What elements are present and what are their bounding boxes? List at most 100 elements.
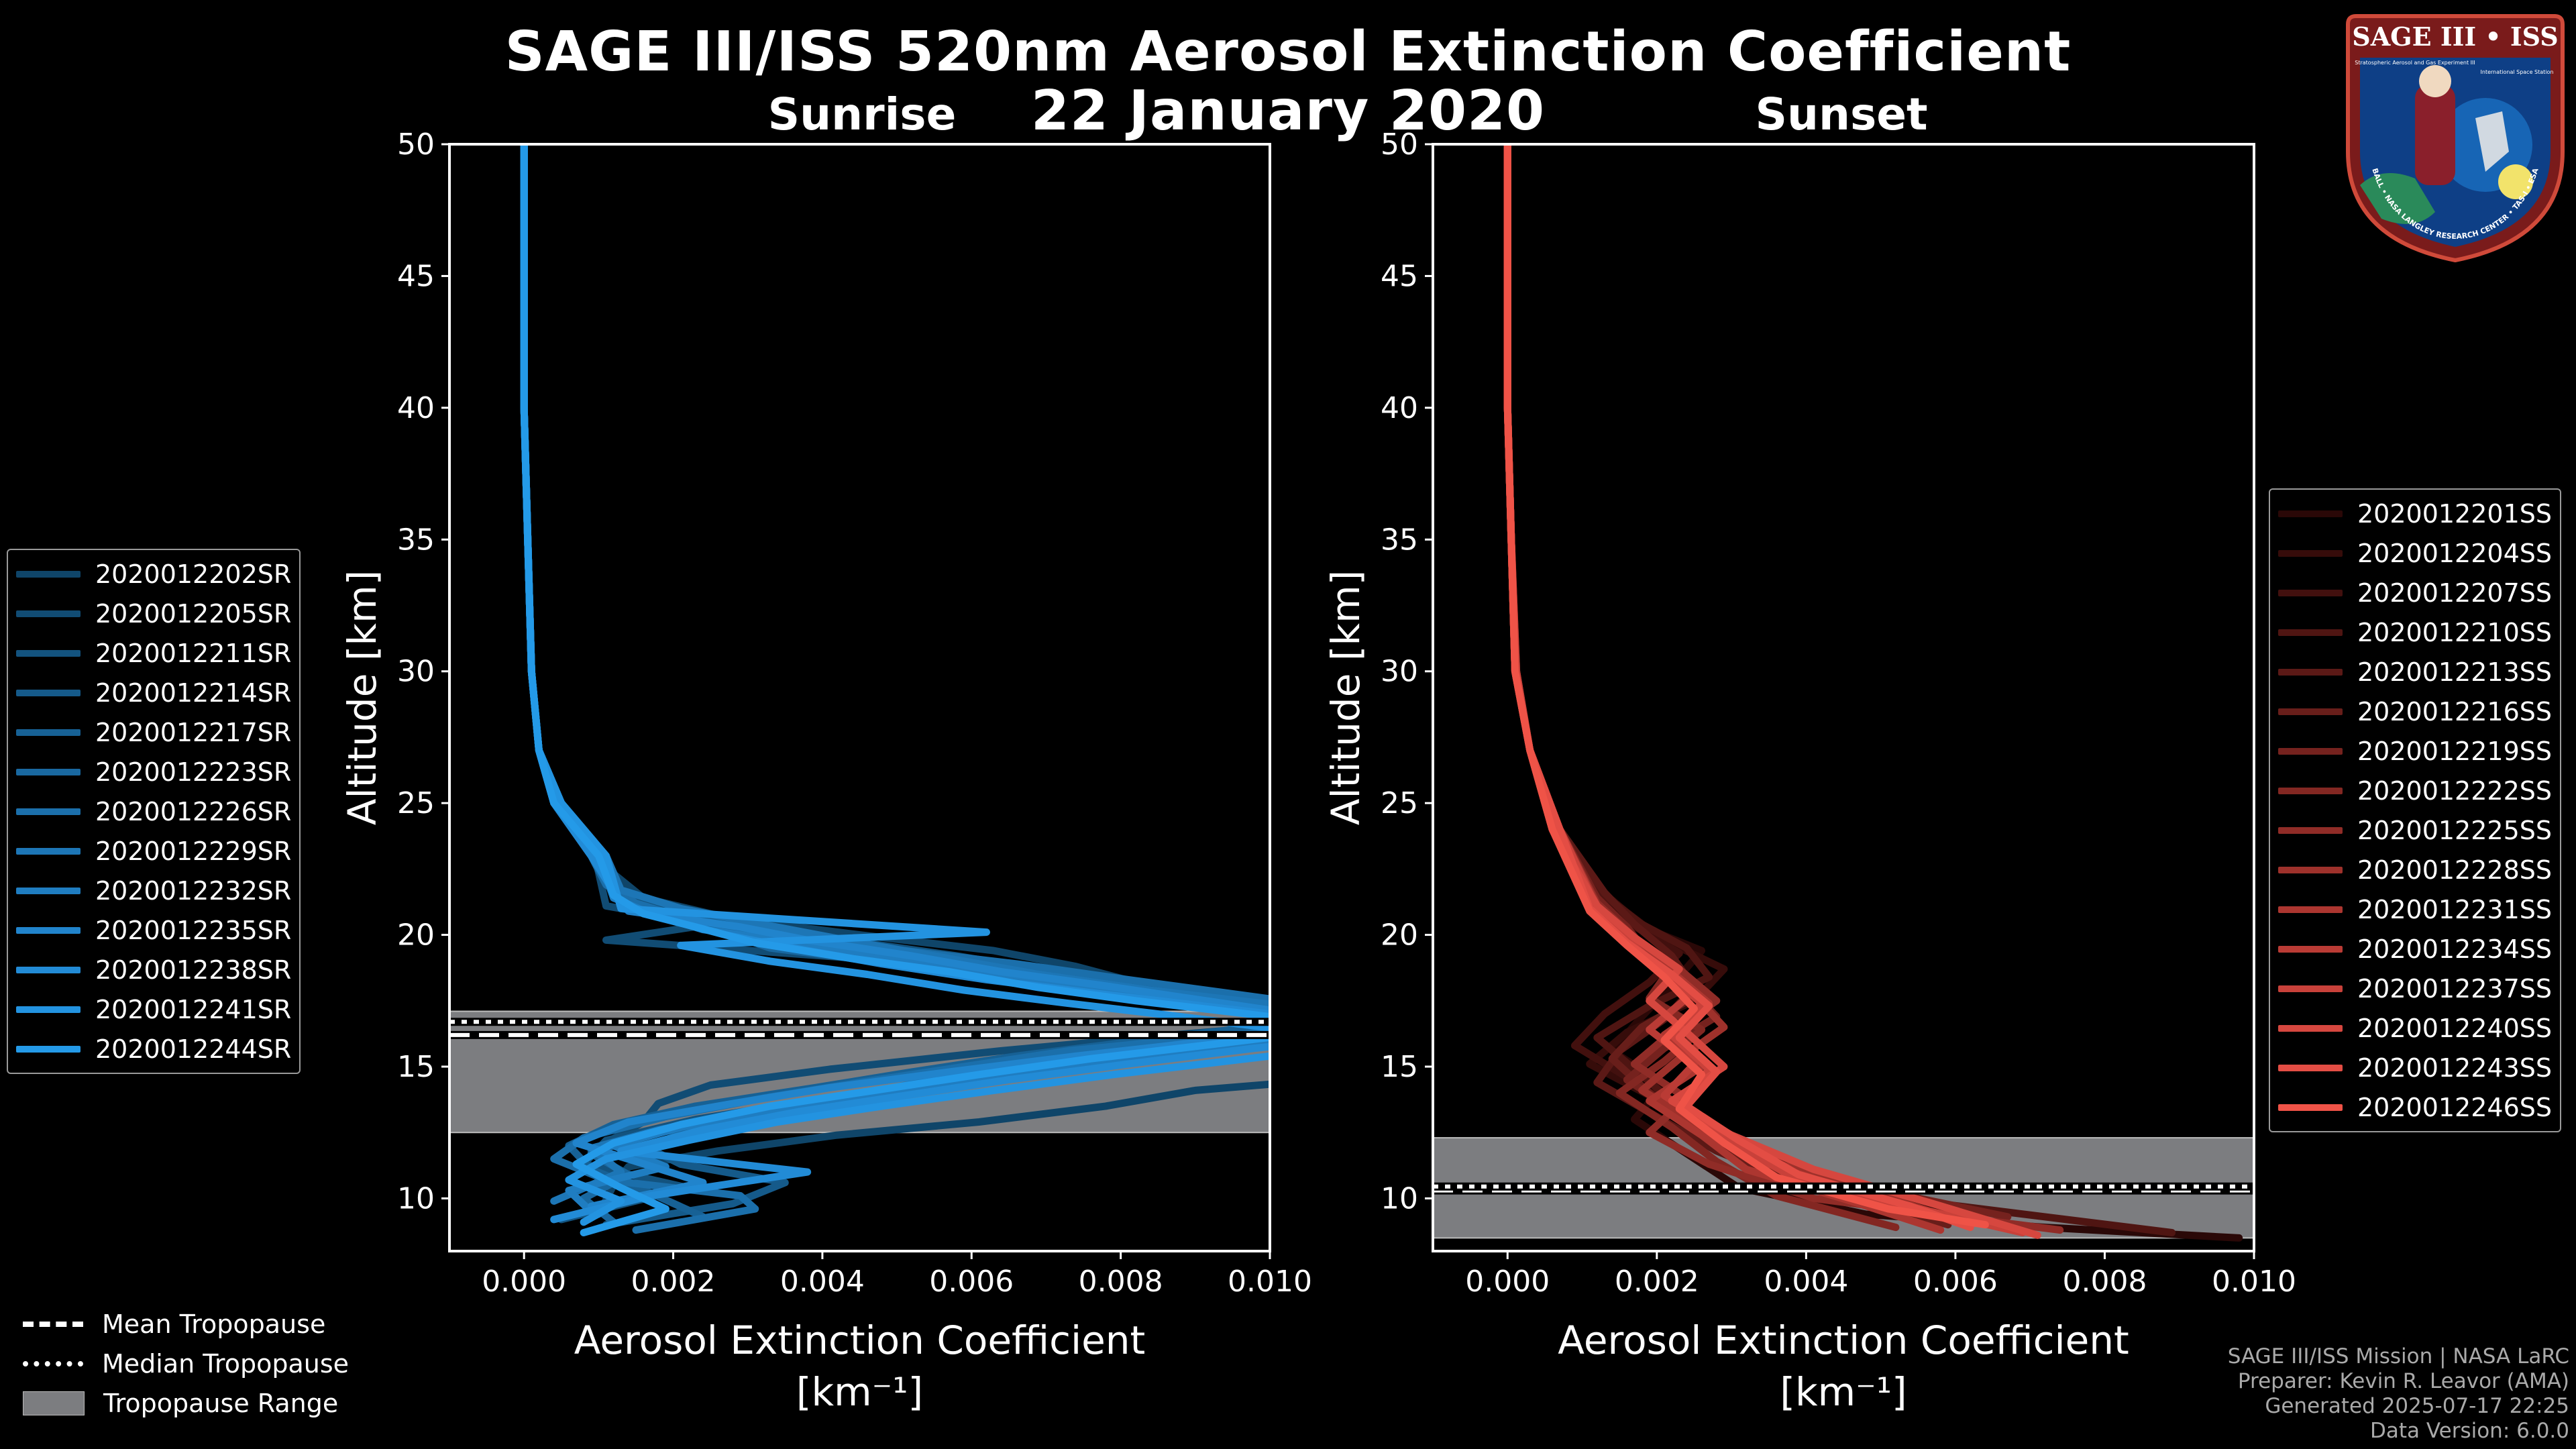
sunrise-legend-swatch (16, 1045, 80, 1053)
tropopause-legend-swatch (23, 1321, 83, 1327)
footer-credits: SAGE III/ISS Mission | NASA LaRC Prepare… (2228, 1344, 2569, 1444)
sunset-legend-item: 2020012234SS (2278, 929, 2552, 969)
sunrise-legend-swatch (16, 610, 80, 617)
sunset-xtick-label: 0.006 (1913, 1265, 1998, 1299)
sunset-legend-label: 2020012246SS (2357, 1092, 2553, 1122)
sunset-ytick-label: 15 (1381, 1050, 1418, 1084)
sunrise-legend-item: 2020012202SR (16, 554, 291, 594)
sunset-legend-swatch (2278, 945, 2343, 953)
sunrise-plot-area (449, 144, 1270, 1236)
logo-sub-text: Stratospheric Aerosol and Gas Experiment… (2355, 60, 2475, 66)
sunset-legend-label: 2020012225SS (2357, 815, 2553, 845)
sunset-legend-swatch (2278, 787, 2343, 794)
sunrise-legend-label: 2020012241SR (95, 994, 292, 1024)
sunrise-series-2020012244SR (520, 144, 1270, 1236)
footer-line-preparer: Preparer: Kevin R. Leavor (AMA) (2237, 1369, 2569, 1393)
sunset-legend-swatch (2278, 906, 2343, 913)
tropopause-legend: Mean Tropopause Median Tropopause Tropopau… (23, 1304, 349, 1423)
sunset-legend-swatch (2278, 826, 2343, 834)
sunrise-legend-swatch (16, 768, 80, 775)
sunrise-legend-swatch (16, 729, 80, 736)
sunset-legend-label: 2020012240SS (2357, 1013, 2553, 1043)
sunset-xlabel: Aerosol Extinction Coefficient (1558, 1318, 2129, 1363)
sunrise-ytick-label: 15 (397, 1050, 435, 1084)
sunset-legend-swatch (2278, 708, 2343, 715)
tropopause-legend-swatch (23, 1391, 85, 1415)
sunset-axes-frame (1432, 143, 2255, 1252)
sunset-legend-swatch (2278, 985, 2343, 992)
sunrise-legend-swatch (16, 926, 80, 934)
sunset-legend-item: 2020012246SS (2278, 1087, 2552, 1127)
tropopause-legend-item: Median Tropopause (23, 1344, 349, 1383)
sunset-ytick-label: 35 (1381, 523, 1418, 557)
sunrise-legend-item: 2020012217SR (16, 712, 291, 752)
sunset-legend-label: 2020012237SS (2357, 973, 2553, 1004)
sunrise-legend-item: 2020012229SR (16, 831, 291, 871)
sunset-legend-item: 2020012213SS (2278, 652, 2552, 692)
sunrise-legend-label: 2020012226SR (95, 796, 292, 826)
sunset-ylabel: Altitude [km] (1323, 570, 1368, 825)
sunrise-ytick-label: 10 (397, 1181, 435, 1216)
sunrise-legend-label: 2020012211SR (95, 638, 292, 668)
sunrise-ytick-label: 35 (397, 523, 435, 557)
sunrise-xtick-label: 0.004 (780, 1265, 865, 1299)
sunset-ytick-label: 40 (1381, 391, 1418, 425)
sunset-legend-item: 2020012237SS (2278, 969, 2552, 1008)
logo-title-text: SAGE III • ISS (2352, 21, 2558, 52)
sunrise-legend-item: 2020012226SR (16, 792, 291, 831)
sunset-legend-label: 2020012213SS (2357, 657, 2553, 687)
sunrise-legend-label: 2020012223SR (95, 757, 292, 787)
figure-title: SAGE III/ISS 520nm Aerosol Extinction Co… (504, 20, 2072, 84)
sunset-legend-label: 2020012210SS (2357, 617, 2553, 647)
sunset-series-2020012234SS (1503, 144, 2004, 1232)
sunset-legend-label: 2020012207SS (2357, 578, 2553, 608)
sunrise-legend-item: 2020012235SR (16, 910, 291, 950)
sunrise-legend-label: 2020012205SR (95, 598, 292, 629)
tropopause-legend-label: Tropopause Range (103, 1388, 339, 1418)
sunrise-legend-swatch (16, 847, 80, 855)
sunrise-legend-label: 2020012202SR (95, 559, 292, 589)
sunset-legend-label: 2020012222SS (2357, 775, 2553, 806)
sunset-xtick-label: 0.000 (1465, 1265, 1550, 1299)
sunset-ytick-label: 30 (1381, 655, 1418, 689)
sunset-panel-title: Sunset (1755, 89, 1928, 140)
tropopause-legend-label: Median Tropopause (102, 1348, 349, 1379)
sunrise-legend-item: 2020012238SR (16, 950, 291, 989)
sunset-legend-item: 2020012240SS (2278, 1008, 2552, 1048)
sunset-legend-swatch (2278, 1104, 2343, 1111)
sunset-legend-label: 2020012204SS (2357, 538, 2553, 568)
sunset-legend-swatch (2278, 589, 2343, 596)
sunrise-legend-label: 2020012232SR (95, 875, 292, 906)
sunset-legend-swatch (2278, 1024, 2343, 1032)
sunrise-ytick-label: 30 (397, 655, 435, 689)
tropopause-legend-swatch (23, 1360, 83, 1366)
sunrise-ytick-label: 45 (397, 259, 435, 293)
sunset-legend-swatch (2278, 629, 2343, 636)
sunset-legend-swatch (2278, 866, 2343, 873)
sunrise-ytick-label: 25 (397, 786, 435, 820)
sunset-series-2020012228SS (1503, 144, 1967, 1226)
sunrise-legend-label: 2020012238SR (95, 955, 292, 985)
sunrise-xtick-label: 0.006 (929, 1265, 1014, 1299)
sunset-xtick-label: 0.004 (1764, 1265, 1848, 1299)
sunrise-legend-swatch (16, 649, 80, 657)
sunset-legend-label: 2020012231SS (2357, 894, 2553, 924)
sunset-legend-item: 2020012231SS (2278, 890, 2552, 929)
sunrise-legend-item: 2020012211SR (16, 633, 291, 673)
sunrise-legend-swatch (16, 1006, 80, 1013)
sunrise-ytick-label: 50 (397, 127, 435, 162)
sunset-ytick-label: 50 (1381, 127, 1418, 162)
sunset-ytick-label: 10 (1381, 1181, 1418, 1216)
sunrise-xlabel: Aerosol Extinction Coefficient (574, 1318, 1146, 1363)
sunrise-legend-label: 2020012229SR (95, 836, 292, 866)
sunset-legend-label: 2020012243SS (2357, 1053, 2553, 1083)
sunset-series-2020012216SS (1503, 144, 1952, 1229)
sunrise-legend-swatch (16, 887, 80, 894)
sunrise-ytick-label: 20 (397, 918, 435, 953)
sunset-legend-label: 2020012201SS (2357, 498, 2553, 529)
sunrise-ytick-label: 40 (397, 391, 435, 425)
sunrise-legend: 2020012202SR 2020012205SR 2020012211SR 2020… (7, 549, 301, 1074)
sunset-series-2020012237SS (1503, 144, 2027, 1236)
sunrise-legend-label: 2020012244SR (95, 1034, 292, 1064)
